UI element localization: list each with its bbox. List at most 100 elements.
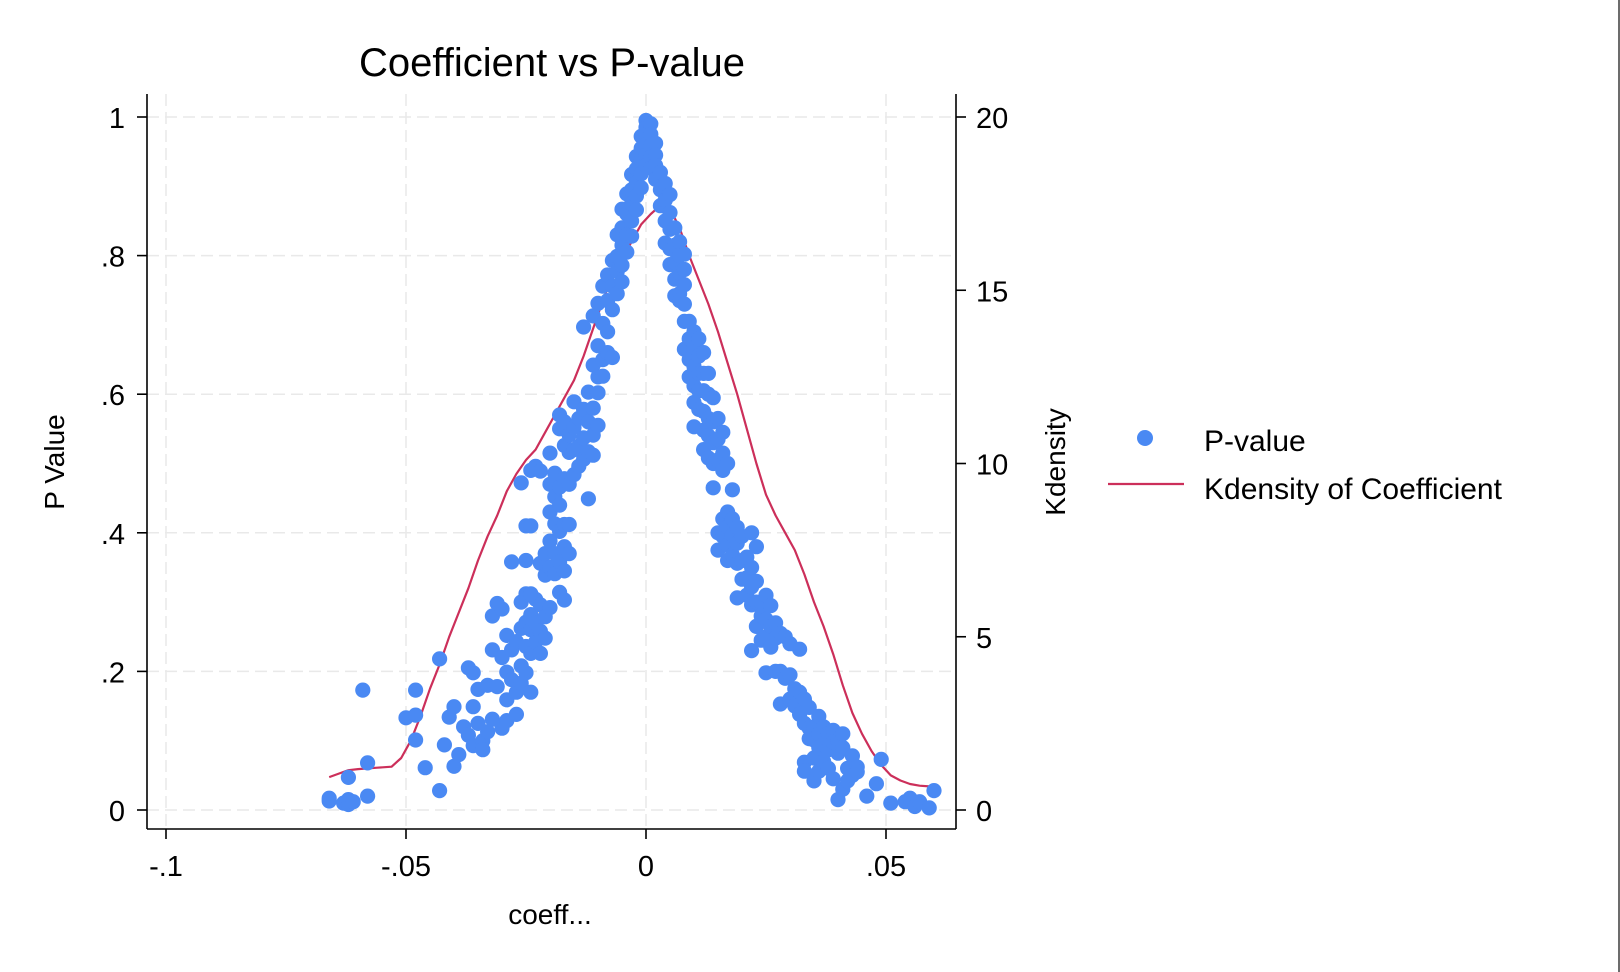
scatter-point — [609, 286, 625, 302]
scatter-point — [744, 643, 760, 659]
scatter-point — [484, 711, 500, 727]
scatter-point — [921, 800, 937, 816]
x-tick-label: -.1 — [149, 851, 183, 883]
scatter-point — [518, 552, 534, 569]
scatter-point — [825, 771, 841, 787]
scatter-point — [518, 665, 534, 681]
scatter-point — [585, 400, 601, 416]
scatter-point — [580, 491, 597, 507]
scatter-point — [628, 202, 645, 218]
scatter-point — [542, 445, 558, 461]
scatter-point — [537, 630, 553, 646]
y2-tick-label: 15 — [976, 276, 1008, 308]
scatter-point — [676, 261, 693, 278]
scatter-point — [494, 601, 510, 617]
scatter-point — [883, 795, 899, 811]
scatter-point — [465, 699, 481, 715]
y2-tick-label: 10 — [976, 450, 1008, 482]
scatter-point — [792, 641, 808, 657]
window-edge — [1618, 0, 1620, 972]
x-tick-label: .05 — [866, 851, 906, 883]
y-tick-label: 0 — [109, 796, 125, 828]
scatter-point — [408, 707, 424, 723]
scatter-point — [532, 463, 549, 479]
scatter-point — [604, 302, 621, 318]
scatter-point — [489, 679, 505, 695]
legend-label-kdensity: Kdensity of Coefficient — [1204, 473, 1503, 506]
scatter-point — [532, 645, 549, 662]
legend-marker-p-value — [1137, 430, 1153, 446]
scatter-point — [360, 755, 376, 771]
scatter-point — [432, 783, 448, 799]
x-tick-label: 0 — [638, 851, 654, 883]
scatter-point — [662, 187, 678, 203]
scatter-point — [614, 274, 630, 290]
y-tick-label: .6 — [101, 380, 125, 412]
scatter-point — [446, 758, 462, 774]
scatter-point — [556, 592, 573, 608]
scatter-point — [796, 763, 813, 779]
scatter-point — [600, 324, 616, 340]
scatter-point — [446, 699, 462, 715]
scatter-point — [624, 228, 640, 244]
scatter-point — [926, 783, 942, 799]
scatter-point — [417, 760, 433, 776]
scatter-point — [561, 516, 577, 533]
kdensity-layer — [328, 204, 930, 788]
y2-tick-label: 5 — [976, 623, 992, 655]
y2-tick-label: 20 — [976, 103, 1008, 135]
x-ticks: -.1 -.05 0 .05 — [149, 829, 906, 883]
scatter-point — [648, 147, 664, 163]
scatter-point — [849, 764, 865, 780]
scatter-point — [465, 665, 481, 681]
scatter-point — [340, 769, 356, 786]
y-tick-label: .8 — [101, 242, 125, 274]
scatter-point — [643, 116, 659, 132]
scatter-point — [480, 724, 496, 740]
scatter-point — [676, 296, 693, 312]
scatter-point — [475, 742, 491, 758]
scatter-point — [748, 539, 765, 555]
scatter-point — [744, 559, 760, 576]
legend-label-p-value: P-value — [1204, 425, 1306, 458]
scatter-point — [859, 788, 875, 804]
scatter-point — [604, 349, 621, 366]
kdensity-line — [328, 204, 930, 788]
gridlines — [147, 94, 956, 829]
y-tick-label: .2 — [101, 657, 125, 689]
scatter-point — [672, 234, 688, 250]
chart-title: Coefficient vs P-value — [359, 41, 745, 85]
scatter-point — [508, 706, 524, 723]
scatter-point — [662, 205, 678, 221]
scatter-point — [835, 726, 851, 742]
scatter-point — [614, 257, 630, 273]
scatter-point — [436, 737, 452, 753]
scatter-point — [360, 788, 376, 804]
scatter-point — [552, 497, 568, 513]
scatter-point — [676, 277, 693, 293]
scatter-point — [763, 598, 779, 614]
scatter-point — [633, 180, 649, 196]
scatter-point — [715, 424, 731, 440]
scatter-point — [748, 573, 765, 589]
scatter-point — [667, 220, 683, 236]
scatter-point — [724, 482, 741, 498]
scatter-point — [720, 455, 736, 472]
scatter-point — [801, 699, 817, 716]
scatter-point — [523, 684, 539, 700]
scatter-point — [585, 447, 601, 463]
x-axis-label: coeff... — [508, 899, 592, 930]
left-y-ticks: 0 .2 .4 .6 .8 1 — [101, 103, 147, 828]
scatter-point — [868, 776, 885, 792]
scatter-point — [590, 385, 606, 401]
x-tick-label: -.05 — [381, 851, 431, 883]
y2-axis-label: Kdensity — [1040, 408, 1071, 515]
scatter-point — [782, 667, 798, 683]
legend: P-value Kdensity of Coefficient — [1108, 425, 1503, 506]
scatter-point — [648, 135, 664, 151]
scatter-point — [408, 732, 424, 748]
y-tick-label: .4 — [101, 519, 125, 551]
scatter-point — [556, 563, 573, 579]
scatter-point — [595, 368, 611, 384]
